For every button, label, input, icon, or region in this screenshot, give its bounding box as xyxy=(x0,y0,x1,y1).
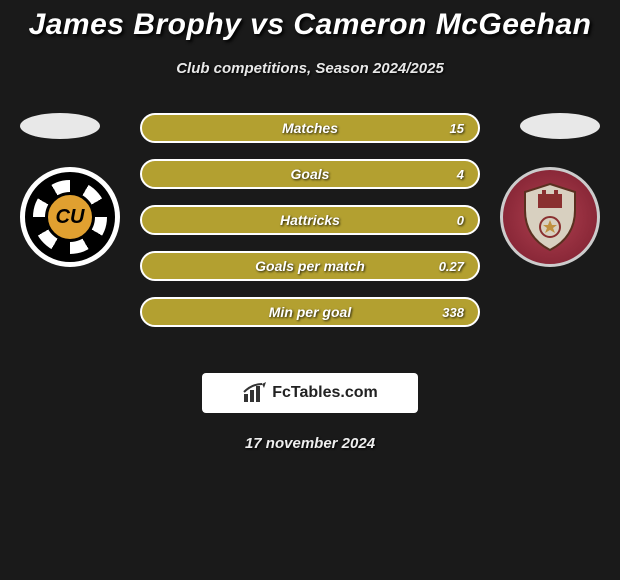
soccer-ball-icon: CU xyxy=(31,178,109,256)
main-area: CU Matches 15 Goals 4 Hattri xyxy=(0,113,620,363)
stat-bar: Min per goal 338 xyxy=(140,297,480,327)
stat-value: 0 xyxy=(457,213,464,228)
shield-icon xyxy=(520,182,580,252)
stat-bar: Hattricks 0 xyxy=(140,205,480,235)
subtitle: Club competitions, Season 2024/2025 xyxy=(0,60,620,77)
stat-value: 4 xyxy=(457,167,464,182)
stat-label: Matches xyxy=(282,120,338,136)
player-marker-left xyxy=(20,113,100,139)
player-marker-right xyxy=(520,113,600,139)
source-logo: FcTables.com xyxy=(202,373,418,413)
stat-label: Hattricks xyxy=(280,212,340,228)
club-badge-left-text: CU xyxy=(45,192,95,242)
comparison-card: James Brophy vs Cameron McGeehan Club co… xyxy=(0,0,620,452)
stat-label: Goals per match xyxy=(255,258,365,274)
club-badge-right xyxy=(500,167,600,267)
stat-bar: Matches 15 xyxy=(140,113,480,143)
stat-value: 15 xyxy=(450,121,464,136)
bar-chart-icon xyxy=(242,382,268,404)
stat-label: Goals xyxy=(291,166,330,182)
stat-value: 0.27 xyxy=(439,259,464,274)
stat-value: 338 xyxy=(442,305,464,320)
stat-bars: Matches 15 Goals 4 Hattricks 0 Goals per… xyxy=(140,113,480,343)
date-text: 17 november 2024 xyxy=(0,435,620,452)
stat-bar: Goals per match 0.27 xyxy=(140,251,480,281)
stat-label: Min per goal xyxy=(269,304,351,320)
stat-bar: Goals 4 xyxy=(140,159,480,189)
page-title: James Brophy vs Cameron McGeehan xyxy=(0,8,620,42)
club-badge-left: CU xyxy=(20,167,120,267)
source-logo-text: FcTables.com xyxy=(272,384,378,402)
